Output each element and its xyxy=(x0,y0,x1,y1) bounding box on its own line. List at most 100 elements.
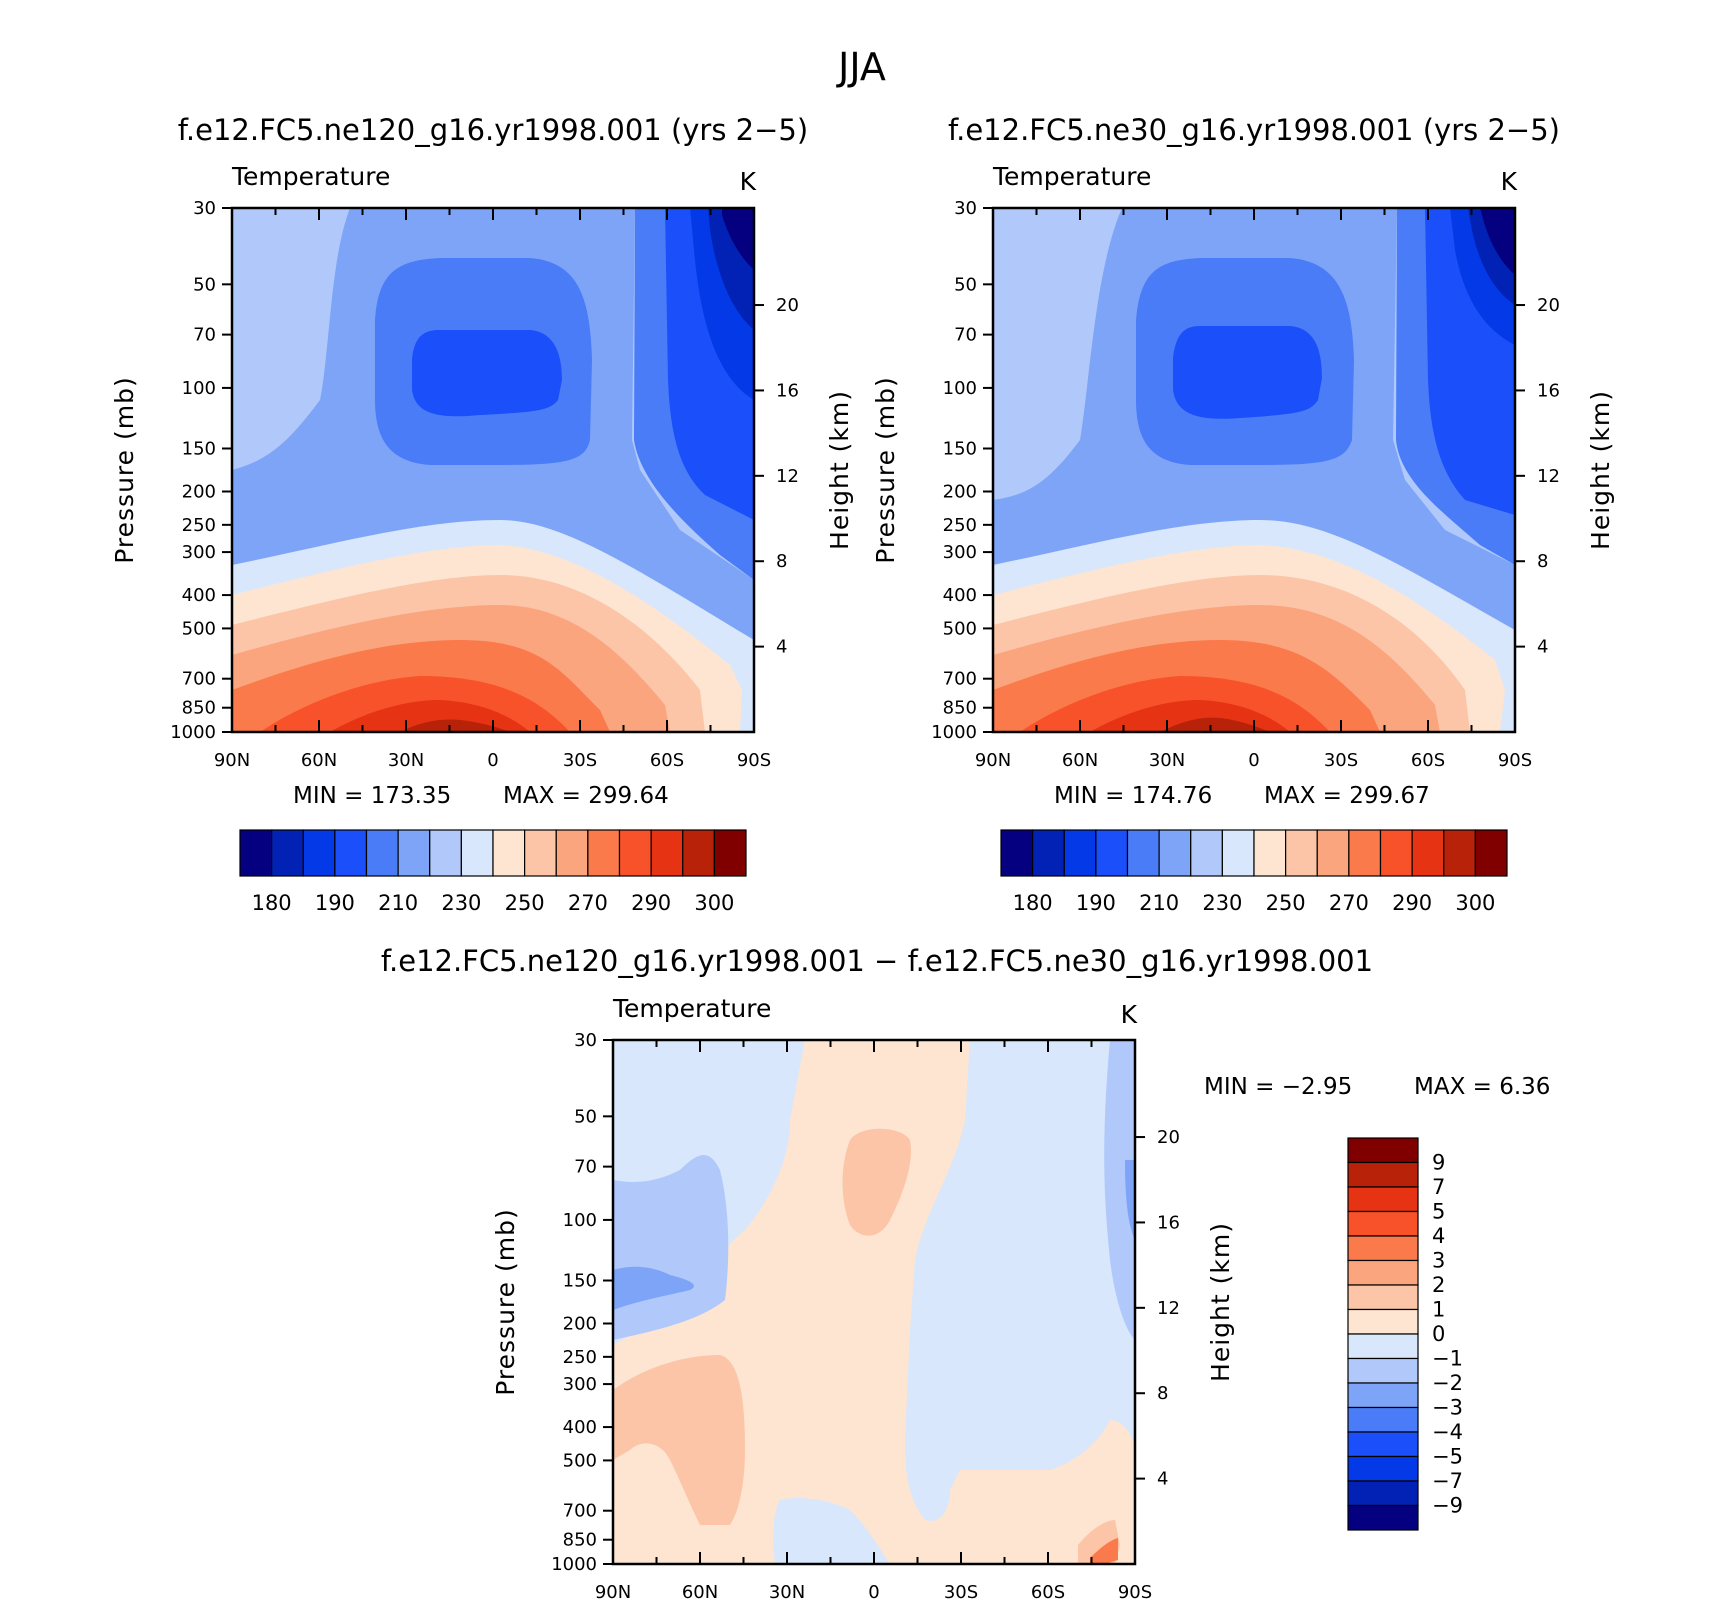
panel-title: f.e12.FC5.ne120_g16.yr1998.001 − f.e12.F… xyxy=(381,944,1373,978)
colorbar-box xyxy=(713,829,747,877)
y-axis-label-right: Height (km) xyxy=(1586,390,1615,550)
x-ticks: 90N 60N 30N 0 30S 60S 90S xyxy=(975,208,1532,771)
panel-ne30: f.e12.FC5.ne30_g16.yr1998.001 (yrs 2−5) … xyxy=(871,113,1615,915)
colorbar-box xyxy=(650,829,684,877)
min-value: MIN = −2.95 xyxy=(1204,1074,1352,1100)
colorbar-label: 4 xyxy=(1432,1224,1445,1248)
plot-frame xyxy=(991,206,1517,734)
y-right-tick-label: 8 xyxy=(1537,551,1548,572)
contour-band xyxy=(1160,717,1270,732)
contour-band xyxy=(842,1128,911,1236)
contour-band xyxy=(412,330,562,417)
y-right-tick-label: 12 xyxy=(1157,1298,1180,1319)
x-tick-label: 60N xyxy=(301,750,337,771)
colorbar-label: 250 xyxy=(505,891,545,915)
x-tick-label: 60N xyxy=(682,1582,718,1600)
colorbar-box xyxy=(1095,829,1129,877)
colorbar-label: 2 xyxy=(1432,1273,1445,1297)
y-axis-label-left: Pressure (mb) xyxy=(110,376,139,563)
y-right-tick-label: 16 xyxy=(1157,1212,1180,1233)
contour-field xyxy=(232,208,754,732)
colorbar-box xyxy=(1347,1210,1419,1237)
x-tick-label: 30S xyxy=(944,1582,978,1600)
y-tick-label: 50 xyxy=(954,274,977,295)
y-tick-label: 400 xyxy=(943,585,977,606)
min-value: MIN = 174.76 xyxy=(1054,783,1212,809)
y-tick-label: 250 xyxy=(563,1347,597,1368)
colorbar-label: 230 xyxy=(441,891,481,915)
plot-frame xyxy=(230,206,756,734)
colorbar-label: 290 xyxy=(1392,891,1432,915)
colorbar-label: 1 xyxy=(1432,1298,1445,1322)
colorbar-box xyxy=(1347,1284,1419,1311)
variable-label: Temperature xyxy=(231,162,390,191)
y-tick-label: 300 xyxy=(182,542,216,563)
colorbar-label: −5 xyxy=(1432,1445,1463,1469)
contour-field xyxy=(993,208,1515,732)
colorbar-box xyxy=(1347,1455,1419,1482)
colorbar-box xyxy=(1443,829,1476,877)
colorbar-box xyxy=(460,829,494,877)
colorbar-label: −7 xyxy=(1432,1469,1463,1493)
colorbar-box xyxy=(1221,829,1255,877)
y-tick-label: 400 xyxy=(182,585,216,606)
y-tick-label: 200 xyxy=(943,481,977,502)
units-label: K xyxy=(1121,1000,1138,1029)
colorbar-box xyxy=(1190,829,1223,877)
colorbar-box xyxy=(1411,829,1445,877)
y-tick-label: 250 xyxy=(182,515,216,536)
y-right-tick-label: 20 xyxy=(1537,295,1560,316)
colorbar-box xyxy=(1063,829,1097,877)
x-tick-label: 30S xyxy=(563,750,597,771)
units-label: K xyxy=(740,167,757,196)
y-tick-label: 300 xyxy=(563,1374,597,1395)
y-right-tick-label: 12 xyxy=(1537,466,1560,487)
colorbar-box xyxy=(1347,1406,1419,1433)
colorbar-box xyxy=(1347,1431,1419,1458)
y-tick-label: 850 xyxy=(182,698,216,719)
colorbar-box xyxy=(1347,1186,1419,1213)
y-tick-label: 50 xyxy=(574,1106,597,1127)
colorbar-label: −3 xyxy=(1432,1396,1463,1420)
max-value: MAX = 6.36 xyxy=(1414,1074,1550,1100)
colorbar-label: −1 xyxy=(1432,1347,1463,1371)
panel-title: f.e12.FC5.ne120_g16.yr1998.001 (yrs 2−5) xyxy=(178,113,808,147)
y-right-tick-label: 8 xyxy=(776,551,787,572)
colorbar-box xyxy=(1347,1382,1419,1409)
x-tick-label: 30S xyxy=(1324,750,1358,771)
colorbar-box xyxy=(1000,829,1034,877)
colorbar-box xyxy=(1379,829,1413,877)
y-right-tick-label: 12 xyxy=(776,466,799,487)
colorbar-box xyxy=(618,829,652,877)
y-ticks-right: 4 8 12 16 20 xyxy=(1515,295,1560,658)
x-tick-label: 60S xyxy=(650,750,684,771)
units-label: K xyxy=(1501,167,1518,196)
y-tick-label: 500 xyxy=(182,618,216,639)
contour-band xyxy=(1173,326,1322,419)
y-tick-label: 700 xyxy=(943,669,977,690)
colorbar-label: −2 xyxy=(1432,1371,1463,1395)
y-right-tick-label: 4 xyxy=(1537,637,1548,658)
colorbar-box xyxy=(1348,829,1382,877)
panel-title: f.e12.FC5.ne30_g16.yr1998.001 (yrs 2−5) xyxy=(948,113,1560,147)
contour-band xyxy=(1090,1538,1118,1564)
colorbar-label: 9 xyxy=(1432,1151,1445,1175)
x-tick-label: 90N xyxy=(975,750,1011,771)
colorbar-box xyxy=(682,829,715,877)
y-axis-label-right: Height (km) xyxy=(825,390,854,550)
contour-band xyxy=(722,208,754,270)
colorbar: 180 190 210 230 250 270 290 300 xyxy=(1000,829,1508,915)
y-ticks-left: 30 50 70 100 150 200 250 300 400 500 700 850 1000 xyxy=(931,198,993,743)
y-right-tick-label: 16 xyxy=(1537,380,1560,401)
colorbar-label: 180 xyxy=(1013,891,1053,915)
y-tick-label: 200 xyxy=(182,481,216,502)
y-tick-label: 100 xyxy=(943,378,977,399)
colorbar-label: 7 xyxy=(1432,1175,1445,1199)
y-tick-label: 50 xyxy=(193,274,216,295)
y-tick-label: 250 xyxy=(943,515,977,536)
contour-band xyxy=(613,1355,745,1525)
x-tick-label: 60S xyxy=(1411,750,1445,771)
variable-label: Temperature xyxy=(612,994,771,1023)
contour-band xyxy=(773,1498,890,1564)
contour-band xyxy=(1104,1040,1135,1340)
